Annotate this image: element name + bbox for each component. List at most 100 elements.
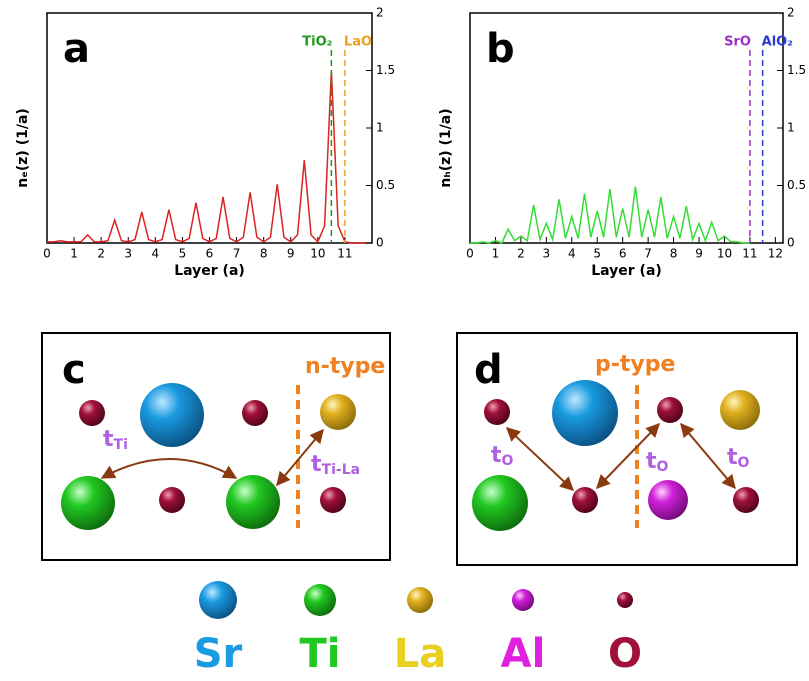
atom-o: [159, 487, 185, 513]
x-tick-label: 1: [492, 247, 500, 261]
x-tick-label: 6: [619, 247, 627, 261]
hop-sub: O: [657, 459, 669, 475]
x-tick-label: 2: [517, 247, 525, 261]
y-tick-label: 0.5: [787, 178, 806, 192]
hop-label: tO: [491, 443, 514, 469]
hop-label: tTi-La: [311, 452, 360, 478]
hop-arrow: [505, 427, 575, 491]
legend-label: La: [394, 631, 446, 677]
x-tick-label: 10: [717, 247, 732, 261]
atom-la: [320, 394, 356, 430]
x-tick-label: 8: [670, 247, 678, 261]
x-tick-label: 3: [124, 247, 132, 261]
hop-sub: Ti-La: [322, 462, 361, 478]
x-tick-label: 9: [695, 247, 703, 261]
annotation-label: LaO: [344, 35, 372, 50]
x-tick-label: 9: [287, 247, 295, 261]
annotation-label: TiO₂: [302, 35, 332, 50]
legend-atom: [512, 589, 534, 611]
panel-label: b: [486, 26, 515, 72]
hop-t: t: [646, 449, 657, 474]
annotation-label: SrO: [724, 35, 751, 50]
panel-label: c: [62, 347, 86, 393]
hop-label: tO: [646, 449, 669, 475]
y-tick-label: 1: [376, 121, 384, 135]
x-tick-label: 11: [742, 247, 757, 261]
x-tick-label: 0: [43, 247, 51, 261]
hop-label: tTi: [103, 427, 128, 453]
hop-arrow: [680, 422, 736, 490]
legend-atom: [407, 587, 433, 613]
atom-o: [572, 487, 598, 513]
x-tick-label: 6: [206, 247, 214, 261]
atom-o: [79, 400, 105, 426]
x-tick-label: 5: [593, 247, 601, 261]
legend-label: O: [608, 631, 642, 677]
panel-label: a: [63, 26, 90, 72]
legend-label: Ti: [300, 631, 341, 677]
y-axis-label: nₑ(z) (1/a): [15, 108, 31, 188]
atom-o: [242, 400, 268, 426]
annotation-label: AlO₂: [762, 35, 793, 50]
atom-la: [720, 390, 760, 430]
atom-ti: [61, 476, 115, 530]
atom-o: [657, 397, 683, 423]
type-label: p-type: [595, 352, 675, 377]
x-tick-label: 8: [260, 247, 268, 261]
hop-t: t: [491, 443, 502, 468]
atom-al: [648, 480, 688, 520]
y-tick-label: 1.5: [787, 63, 806, 77]
y-tick-label: 1: [787, 121, 795, 135]
atom-o: [320, 487, 346, 513]
legend-label: Sr: [194, 631, 243, 677]
hop-sub: O: [502, 453, 514, 469]
atom-o: [733, 487, 759, 513]
x-tick-label: 3: [543, 247, 551, 261]
y-tick-label: 0: [376, 236, 384, 250]
y-tick-label: 2: [787, 6, 795, 20]
y-tick-label: 0: [787, 236, 795, 250]
x-tick-label: 5: [179, 247, 187, 261]
y-tick-label: 1.5: [376, 63, 395, 77]
panel-box: [456, 332, 798, 566]
y-tick-label: 2: [376, 6, 384, 20]
x-tick-label: 11: [337, 247, 352, 261]
panel-box: [41, 332, 391, 561]
atom-o: [484, 399, 510, 425]
legend-atom: [304, 584, 336, 616]
x-tick-label: 4: [568, 247, 576, 261]
x-tick-label: 2: [97, 247, 105, 261]
x-axis-label: Layer (a): [174, 263, 245, 279]
panel-label: d: [474, 347, 503, 393]
atom-sr: [140, 383, 204, 447]
hop-label: tO: [727, 445, 750, 471]
x-tick-label: 7: [644, 247, 652, 261]
x-tick-label: 4: [152, 247, 160, 261]
hop-arrow: [100, 458, 238, 479]
x-tick-label: 12: [768, 247, 783, 261]
y-axis-label: nₕ(z) (1/a): [438, 108, 454, 187]
y-tick-label: 0.5: [376, 178, 395, 192]
hop-sub: Ti: [114, 437, 128, 453]
legend-atom: [617, 592, 633, 608]
atom-ti: [226, 475, 280, 529]
data-line: [47, 70, 366, 244]
x-tick-label: 10: [310, 247, 325, 261]
hop-t: t: [311, 452, 322, 477]
hop-t: t: [103, 427, 114, 452]
data-line: [470, 186, 750, 244]
legend-atom: [199, 581, 237, 619]
atom-ti: [472, 475, 528, 531]
x-tick-label: 7: [233, 247, 241, 261]
type-label: n-type: [305, 354, 385, 379]
hop-arrow: [276, 428, 324, 487]
hop-t: t: [727, 445, 738, 470]
x-tick-label: 0: [466, 247, 474, 261]
hop-sub: O: [738, 455, 750, 471]
legend-label: Al: [501, 631, 546, 677]
atom-sr: [552, 380, 618, 446]
x-axis-label: Layer (a): [591, 263, 662, 279]
hop-arrow: [596, 422, 660, 490]
x-tick-label: 1: [70, 247, 78, 261]
